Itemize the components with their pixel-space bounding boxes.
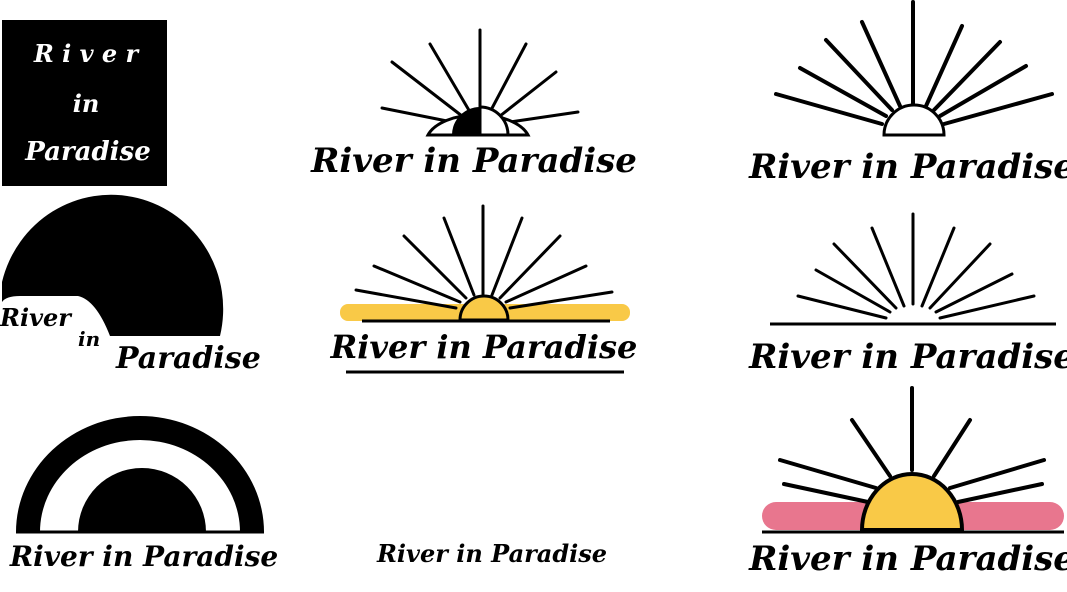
logo-wordmark-only: River in Paradise xyxy=(376,539,607,568)
half-sun-icon xyxy=(425,105,531,137)
outline-sun-icon xyxy=(882,103,946,137)
logo-square-black: R i v e r in Paradise xyxy=(2,20,167,186)
logo-dark-sun-arch: River in Paradise xyxy=(9,416,278,573)
logo-blob-black: River in Paradise xyxy=(0,194,261,376)
outline-sun-icon xyxy=(458,294,510,322)
logo-wordmark: River in Paradise xyxy=(330,328,638,366)
logo-wordmark: River in Paradise xyxy=(748,147,1067,187)
logo-square-line2: in xyxy=(73,89,100,118)
logo-wordmark: River in Paradise xyxy=(9,540,278,573)
logo-sunburst-pink-yellow: River in Paradise xyxy=(748,386,1067,579)
logo-wordmark: River in Paradise xyxy=(310,141,637,181)
logo-sunburst-outline-sun: River in Paradise xyxy=(748,0,1067,187)
yellow-sun-icon xyxy=(859,472,965,532)
logo-sunburst-half-sun: River in Paradise xyxy=(310,28,637,181)
sunburst-rays-icon xyxy=(778,386,1046,504)
sunburst-rays-icon xyxy=(354,204,614,310)
logo-blob-line1: River xyxy=(0,303,73,332)
dark-sun-arch-icon xyxy=(2,194,224,336)
logo-blob-line3: Paradise xyxy=(115,341,261,376)
sunburst-rays-icon xyxy=(774,0,1054,126)
logo-square-line1: R i v e r xyxy=(33,39,141,68)
sunburst-rays-icon xyxy=(380,28,580,124)
logo-sunburst-horizon-line: River in Paradise xyxy=(748,212,1067,377)
logo-wordmark: River in Paradise xyxy=(748,539,1067,579)
logo-wordmark: River in Paradise xyxy=(748,337,1067,377)
dark-sun-arch-icon xyxy=(16,416,264,532)
logo-square-line3: Paradise xyxy=(24,137,150,167)
logo-blob-line2: in xyxy=(78,327,100,351)
sunburst-rays-icon xyxy=(796,212,1036,320)
logo-sunburst-yellow-horizon: River in Paradise xyxy=(330,204,638,374)
